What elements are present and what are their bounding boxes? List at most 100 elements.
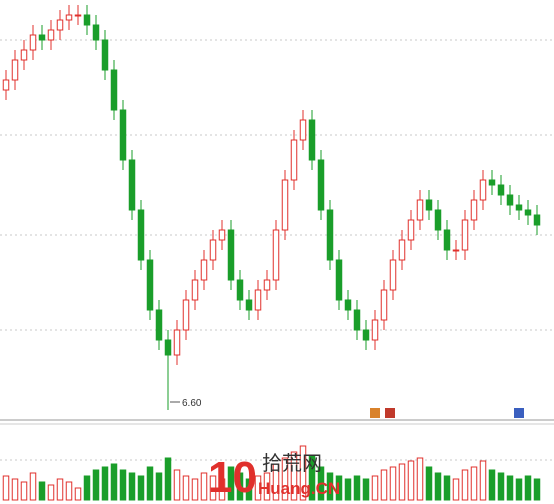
volume-bar xyxy=(20,481,28,501)
candle-body xyxy=(38,34,46,41)
volume-bar xyxy=(155,472,163,501)
candle-body xyxy=(155,309,163,341)
volume-bar xyxy=(11,478,19,501)
candle-body xyxy=(506,194,514,206)
volume-bar xyxy=(245,478,253,501)
candle-body xyxy=(281,179,289,231)
candle-body xyxy=(407,219,415,241)
logo-number: 10 xyxy=(208,453,257,502)
volume-bar xyxy=(65,481,73,501)
volume-bar xyxy=(47,484,55,501)
volume-bar xyxy=(362,478,370,501)
candle-body xyxy=(443,229,451,251)
candle-body xyxy=(488,179,496,186)
event-icon xyxy=(385,408,395,418)
volume-bar xyxy=(371,475,379,501)
volume-bar xyxy=(299,445,307,501)
volume-bar xyxy=(209,475,217,501)
candle-body xyxy=(515,204,523,211)
candle-body xyxy=(452,249,460,252)
volume-bar xyxy=(2,475,10,501)
candle-body xyxy=(317,159,325,211)
volume-bar xyxy=(236,472,244,501)
volume-bar xyxy=(335,475,343,501)
volume-bar xyxy=(524,475,532,501)
volume-bar xyxy=(227,466,235,501)
candle-body xyxy=(209,239,217,261)
logo-site: Huang.CN xyxy=(258,479,340,498)
volume-bar xyxy=(218,478,226,501)
volume-bar xyxy=(470,466,478,501)
volume-bar xyxy=(443,475,451,501)
volume-bar xyxy=(56,478,64,501)
candle-body xyxy=(479,179,487,201)
candle-body xyxy=(299,119,307,141)
volume-plot xyxy=(2,445,541,501)
volume-bar xyxy=(119,469,127,501)
candle-body xyxy=(236,279,244,301)
candle-body xyxy=(65,14,73,21)
candle-body xyxy=(290,139,298,181)
candle-body xyxy=(191,279,199,301)
candle-body xyxy=(254,289,262,311)
volume-bar xyxy=(74,487,82,501)
candle-body xyxy=(353,309,361,331)
volume-bar xyxy=(200,472,208,501)
candle-body xyxy=(218,229,226,241)
volume-bar xyxy=(515,478,523,501)
candle-body xyxy=(470,199,478,221)
candle-body xyxy=(398,239,406,261)
volume-bar xyxy=(425,466,433,501)
candle-body xyxy=(20,49,28,61)
candle-body xyxy=(110,69,118,111)
candle-body xyxy=(416,199,424,221)
volume-bar xyxy=(146,466,154,501)
volume-bar xyxy=(479,460,487,501)
candle-body xyxy=(371,319,379,341)
volume-bar xyxy=(452,478,460,501)
volume-bar xyxy=(191,478,199,501)
candle-body xyxy=(200,259,208,281)
candle-body xyxy=(227,229,235,281)
volume-bar xyxy=(344,478,352,501)
low-annotation: 6.60 xyxy=(182,398,202,409)
volume-bar xyxy=(263,472,271,501)
volume-bar xyxy=(290,451,298,501)
candle-body xyxy=(101,39,109,71)
candle-body xyxy=(272,229,280,281)
candle-body xyxy=(47,29,55,41)
volume-bar xyxy=(497,472,505,501)
event-icon xyxy=(514,408,524,418)
volume-bar xyxy=(317,466,325,501)
candle-body xyxy=(2,79,10,91)
candle-body xyxy=(425,199,433,211)
volume-bar xyxy=(308,454,316,501)
volume-bar xyxy=(272,463,280,501)
volume-bar xyxy=(416,457,424,501)
volume-bar xyxy=(254,475,262,501)
plot: 6.60 xyxy=(2,5,541,410)
event-icon xyxy=(370,408,380,418)
candle-body xyxy=(182,299,190,331)
volume-bar xyxy=(506,475,514,501)
candle-body xyxy=(389,259,397,291)
candle-body xyxy=(362,329,370,341)
logo: 10 拾荒网 Huang.CN xyxy=(208,452,340,502)
candle-body xyxy=(92,24,100,41)
volume-bar xyxy=(83,475,91,501)
candle-body xyxy=(11,59,19,81)
volume-bar xyxy=(38,481,46,501)
candle-body xyxy=(434,209,442,231)
candle-body xyxy=(119,109,127,161)
volume-bar xyxy=(137,475,145,501)
volume-bar xyxy=(353,475,361,501)
candle-body xyxy=(56,19,64,31)
candle-body xyxy=(461,219,469,251)
candle-body xyxy=(146,259,154,311)
volume-bar xyxy=(29,472,37,501)
candle-body xyxy=(29,34,37,51)
volume-bar xyxy=(533,478,541,501)
volume-bar xyxy=(101,466,109,501)
volume-bar xyxy=(389,466,397,501)
